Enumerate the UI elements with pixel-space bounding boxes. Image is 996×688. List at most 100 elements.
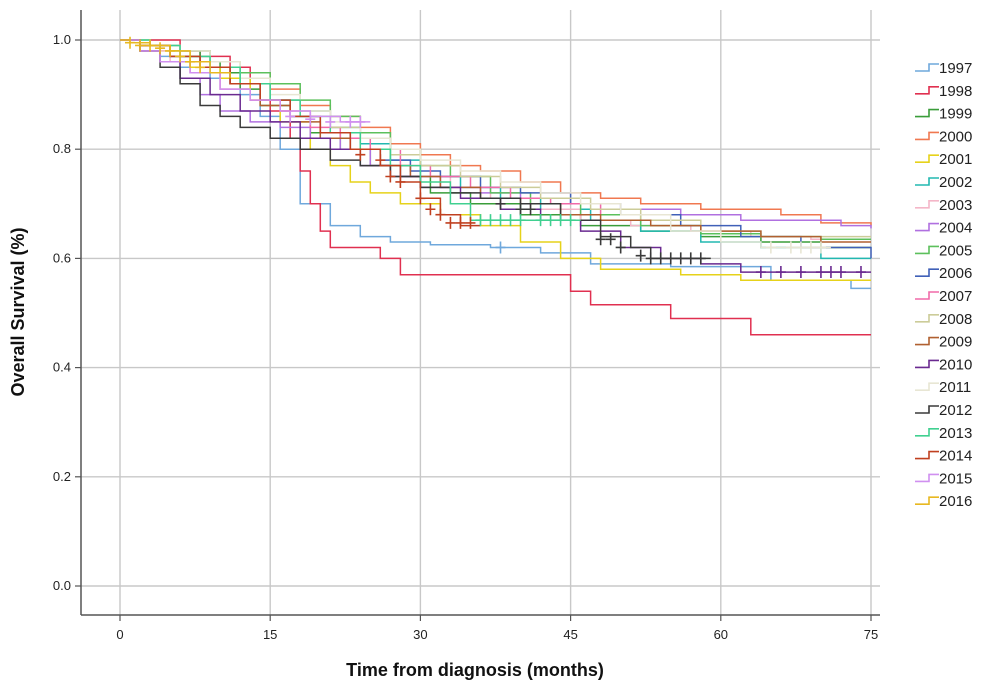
censor-mark-2010-3 bbox=[815, 266, 826, 279]
series-line-1999 bbox=[120, 39, 871, 249]
tick-labels: 0 15 30 45 60 75 0.0 0.2 0.4 0.6 0.8 1.0 bbox=[53, 32, 878, 642]
censor-mark-2010-1 bbox=[775, 266, 786, 279]
censor-mark-2010-2 bbox=[795, 266, 806, 279]
legend-label-2001: 2001 bbox=[939, 151, 972, 168]
legend-swatch-2009 bbox=[915, 336, 939, 346]
legend-label-2007: 2007 bbox=[939, 288, 972, 305]
censor-mark-2011-3 bbox=[805, 241, 816, 254]
x-tick-label-4: 60 bbox=[714, 627, 728, 642]
x-tick-label-3: 45 bbox=[563, 627, 577, 642]
gridlines bbox=[81, 10, 880, 615]
legend-swatch-2008 bbox=[915, 314, 939, 323]
censor-mark-2012-4 bbox=[605, 233, 616, 246]
censor-mark-2012-3 bbox=[595, 233, 606, 246]
legend-label-1999: 1999 bbox=[939, 106, 972, 123]
legend-label-2004: 2004 bbox=[939, 220, 972, 237]
censor-mark-1997-0 bbox=[495, 241, 506, 254]
censor-mark-2016-2 bbox=[145, 39, 156, 52]
censor-mark-2012-2 bbox=[525, 203, 536, 216]
legend-swatch-1997 bbox=[915, 63, 939, 72]
censor-mark-2011-2 bbox=[795, 241, 806, 254]
censor-mark-2010-0 bbox=[755, 266, 766, 279]
censor-mark-2013-6 bbox=[545, 214, 556, 227]
series-line-2011 bbox=[120, 39, 831, 249]
legend-label-2011: 2011 bbox=[939, 379, 971, 396]
legend-label-1997: 1997 bbox=[939, 60, 972, 77]
y-tick-label-0: 0.0 bbox=[53, 578, 71, 593]
legend-label-2009: 2009 bbox=[939, 334, 972, 351]
censor-mark-2015-2 bbox=[325, 115, 336, 128]
series-line-2009 bbox=[120, 39, 871, 243]
x-tick-label-5: 75 bbox=[864, 627, 878, 642]
series-line-2004 bbox=[120, 39, 872, 229]
legend-label-2016: 2016 bbox=[939, 493, 972, 510]
censor-mark-2015-1 bbox=[305, 113, 316, 126]
censor-mark-2014-2 bbox=[385, 170, 396, 183]
legend-label-2015: 2015 bbox=[939, 470, 972, 487]
legend-label-2002: 2002 bbox=[939, 174, 972, 191]
censor-mark-2015-0 bbox=[285, 110, 296, 123]
legend-swatch-2012 bbox=[915, 405, 939, 414]
censor-mark-2013-0 bbox=[475, 214, 486, 227]
series-line-1997 bbox=[120, 39, 871, 290]
y-tick-label-3: 0.6 bbox=[53, 250, 71, 265]
censor-mark-2012-12 bbox=[695, 252, 706, 265]
censor-mark-2014-5 bbox=[425, 203, 436, 216]
censor-mark-2012-7 bbox=[645, 252, 656, 265]
x-axis-title: Time from diagnosis (months) bbox=[346, 660, 604, 680]
legend-label-2000: 2000 bbox=[939, 128, 972, 145]
legend-label-2012: 2012 bbox=[939, 402, 972, 419]
censor-mark-2010-4 bbox=[825, 266, 836, 279]
censor-mark-2011-0 bbox=[765, 241, 776, 254]
y-tick-label-4: 0.8 bbox=[53, 141, 71, 156]
y-tick-label-2: 0.4 bbox=[53, 360, 71, 375]
legend-swatch-2000 bbox=[915, 131, 939, 141]
legend-swatch-1998 bbox=[915, 86, 939, 95]
censor-mark-2012-1 bbox=[515, 203, 526, 216]
x-tick-label-0: 0 bbox=[116, 627, 123, 642]
legend-label-1998: 1998 bbox=[939, 83, 972, 100]
legend-swatch-2002 bbox=[915, 177, 939, 186]
legend-label-2010: 2010 bbox=[939, 356, 972, 373]
legend-swatch-2011 bbox=[915, 382, 939, 391]
legend-label-2003: 2003 bbox=[939, 197, 972, 214]
censor-mark-2012-9 bbox=[665, 252, 676, 265]
censor-mark-2011-1 bbox=[785, 241, 796, 254]
y-tick-label-1: 0.2 bbox=[53, 469, 71, 484]
censor-mark-2015-3 bbox=[345, 115, 356, 128]
legend-swatch-2013 bbox=[915, 428, 939, 437]
legend-label-2014: 2014 bbox=[939, 448, 972, 465]
censor-mark-2016-1 bbox=[135, 39, 146, 52]
censor-mark-2013-5 bbox=[535, 214, 546, 227]
censor-mark-2013-8 bbox=[565, 214, 576, 227]
censor-mark-2014-1 bbox=[375, 154, 386, 167]
censor-mark-2016-6 bbox=[185, 55, 196, 68]
censor-mark-2014-0 bbox=[355, 148, 366, 161]
censor-mark-2014-4 bbox=[415, 192, 426, 205]
censor-mark-2012-8 bbox=[655, 252, 666, 265]
legend-label-2006: 2006 bbox=[939, 265, 972, 282]
axes bbox=[75, 10, 880, 621]
legend-swatch-2016 bbox=[915, 496, 939, 505]
y-axis-title: Overall Survival (%) bbox=[8, 227, 28, 396]
series-line-2008 bbox=[120, 39, 871, 238]
censor-mark-2014-9 bbox=[465, 216, 476, 229]
censor-mark-2012-5 bbox=[615, 241, 626, 254]
censor-mark-2015-4 bbox=[355, 115, 366, 128]
legend-swatch-2001 bbox=[915, 154, 939, 163]
legend-swatch-2014 bbox=[915, 450, 939, 460]
censor-mark-2016-3 bbox=[155, 42, 166, 55]
censor-mark-2012-0 bbox=[495, 197, 506, 210]
censor-marks bbox=[125, 36, 866, 279]
legend-label-2008: 2008 bbox=[939, 311, 972, 328]
legend-swatch-2015 bbox=[915, 473, 939, 483]
censor-mark-2014-3 bbox=[395, 175, 406, 188]
series-line-1998 bbox=[120, 39, 871, 336]
censor-mark-2016-7 bbox=[195, 61, 206, 74]
censor-mark-2013-7 bbox=[555, 214, 566, 227]
censor-mark-2014-6 bbox=[435, 208, 446, 221]
series-line-2001 bbox=[120, 39, 871, 281]
legend-label-2013: 2013 bbox=[939, 425, 972, 442]
legend-swatch-2007 bbox=[915, 291, 939, 300]
